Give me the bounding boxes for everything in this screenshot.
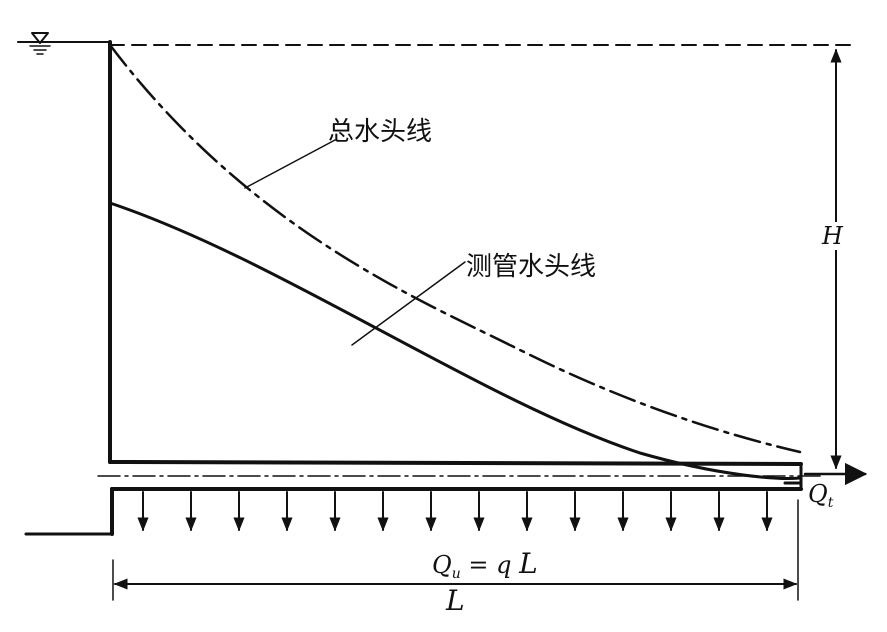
total-head-leader [244, 139, 336, 189]
piezometric-head-leader [351, 261, 466, 346]
outlet-flow-label: Qt [808, 480, 834, 511]
uniform-flow-label: Qu = q L [432, 547, 538, 582]
head-label: H [821, 222, 844, 250]
piezometric-head-label: 测管水头线 [466, 252, 596, 282]
pipe-top-wall [108, 460, 803, 466]
total-head-line [108, 43, 802, 454]
piezometric-head-line [108, 201, 802, 480]
length-label: L [445, 584, 465, 617]
total-head-label: 总水头线 [328, 117, 432, 147]
side-outflow-arrows [137, 491, 773, 532]
water-surface-icon [29, 32, 51, 55]
